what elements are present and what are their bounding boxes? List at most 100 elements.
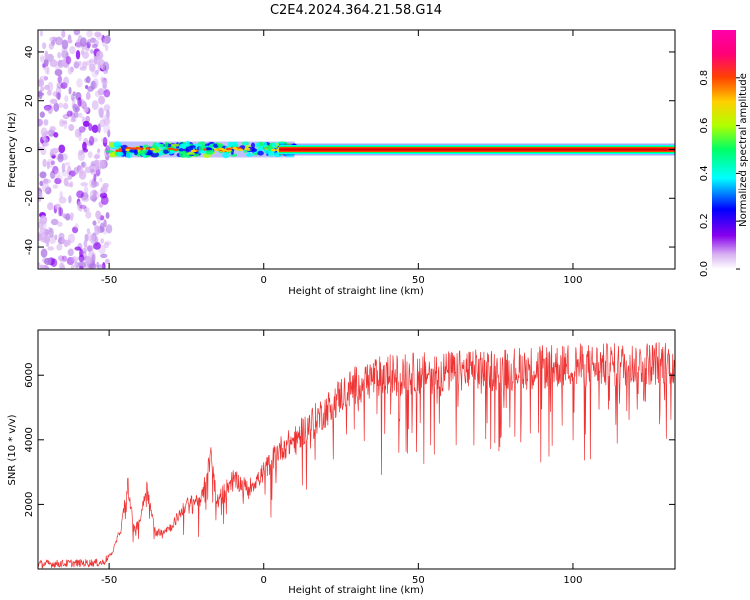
noise-blob — [58, 144, 66, 154]
noise-blob — [90, 179, 97, 189]
noise-blob — [100, 76, 104, 83]
noise-blob — [76, 201, 82, 211]
noise-blob — [88, 262, 97, 269]
noise-blob — [102, 61, 110, 72]
noise-blob — [103, 35, 111, 44]
signal-blob — [170, 143, 180, 147]
noise-blob — [95, 172, 100, 177]
noise-blob — [57, 75, 63, 84]
signal-blob — [113, 143, 122, 146]
noise-blob — [82, 247, 87, 254]
noise-blob — [104, 258, 110, 264]
noise-blob — [82, 141, 87, 151]
noise-blob — [54, 68, 63, 77]
noise-blob — [97, 148, 101, 154]
noise-blob — [88, 178, 96, 188]
noise-blob — [87, 39, 91, 45]
noise-blob — [83, 106, 89, 113]
noise-blob — [95, 168, 101, 177]
x-tick-label: 50 — [412, 575, 425, 586]
noise-blob — [50, 160, 56, 166]
noise-blob — [107, 129, 111, 138]
spectrogram-y-label: Frequency (Hz) — [7, 112, 18, 188]
noise-blob — [39, 76, 43, 85]
noise-blob — [70, 264, 75, 269]
noise-blob — [64, 95, 69, 103]
noise-blob — [39, 30, 44, 37]
noise-blob — [89, 63, 96, 72]
y-tick-label: -40 — [24, 239, 35, 255]
noise-blob — [63, 239, 69, 248]
noise-blob — [61, 236, 65, 245]
x-tick-label: 50 — [412, 275, 425, 286]
colorbar-ticks: 0.0 0.2 0.4 0.6 0.8 — [699, 70, 740, 277]
noise-blob — [103, 123, 111, 134]
noise-blob — [48, 42, 54, 50]
noise-blob — [43, 257, 52, 266]
noise-blob — [86, 30, 93, 38]
noise-blob — [42, 131, 47, 141]
noise-blob — [94, 90, 101, 98]
signal-blob — [259, 143, 264, 146]
noise-blob — [100, 238, 104, 244]
noise-blob — [93, 173, 97, 183]
noise-blob — [45, 130, 52, 136]
noise-blob — [38, 79, 44, 85]
signal-blob — [139, 150, 147, 155]
signal-peak — [270, 148, 276, 152]
noise-blob — [92, 220, 97, 226]
noise-blob — [96, 264, 105, 269]
noise-blob — [38, 233, 42, 242]
signal-peak — [276, 148, 281, 152]
noise-blob — [67, 233, 76, 244]
noise-blob — [38, 118, 43, 127]
y-tick-label: 6000 — [24, 362, 35, 387]
chart-title: C2E4.2024.364.21.58.G14 — [270, 3, 442, 18]
noise-blob — [74, 106, 80, 112]
signal-peak — [173, 148, 179, 151]
noise-blob — [70, 117, 77, 123]
noise-blob — [39, 54, 45, 63]
signal-blob — [233, 141, 239, 147]
colorbar-tick-label: 0.2 — [699, 213, 710, 229]
noise-blob — [59, 207, 64, 217]
x-tick-label: 100 — [563, 575, 582, 586]
noise-blob — [63, 76, 70, 86]
noise-blob — [58, 206, 62, 217]
noise-blob — [76, 190, 84, 199]
noise-blob — [91, 100, 99, 111]
noise-blob — [73, 167, 79, 175]
noise-blob — [83, 185, 89, 196]
noise-blob — [61, 213, 67, 218]
signal-peak — [190, 149, 197, 153]
noise-blob — [94, 159, 99, 165]
noise-blob — [48, 231, 53, 238]
signal-blob — [129, 148, 138, 153]
noise-blob — [78, 261, 86, 269]
noise-blob — [39, 264, 46, 269]
noise-blob — [93, 181, 100, 187]
signal-blob — [178, 143, 187, 149]
signal-blob — [257, 150, 264, 156]
noise-blob — [75, 50, 81, 60]
noise-blob — [52, 36, 58, 42]
noise-blob — [96, 32, 104, 41]
signal-blob — [147, 149, 152, 156]
noise-blob — [74, 246, 82, 251]
noise-blob — [60, 82, 68, 89]
signal-peak — [225, 147, 232, 151]
noise-blob — [80, 49, 85, 56]
noise-blob — [61, 39, 69, 50]
noise-blob — [98, 95, 106, 105]
x-tick-label: 0 — [261, 275, 267, 286]
noise-blob — [103, 104, 111, 112]
noise-blob — [46, 89, 52, 96]
noise-blob — [90, 234, 95, 244]
noise-blob — [90, 168, 96, 175]
noise-blob — [73, 30, 81, 36]
noise-blob — [104, 240, 112, 246]
signal-blob — [216, 143, 224, 147]
colorbar-tick-label: 0.6 — [699, 118, 710, 134]
noise-blob — [83, 207, 88, 213]
